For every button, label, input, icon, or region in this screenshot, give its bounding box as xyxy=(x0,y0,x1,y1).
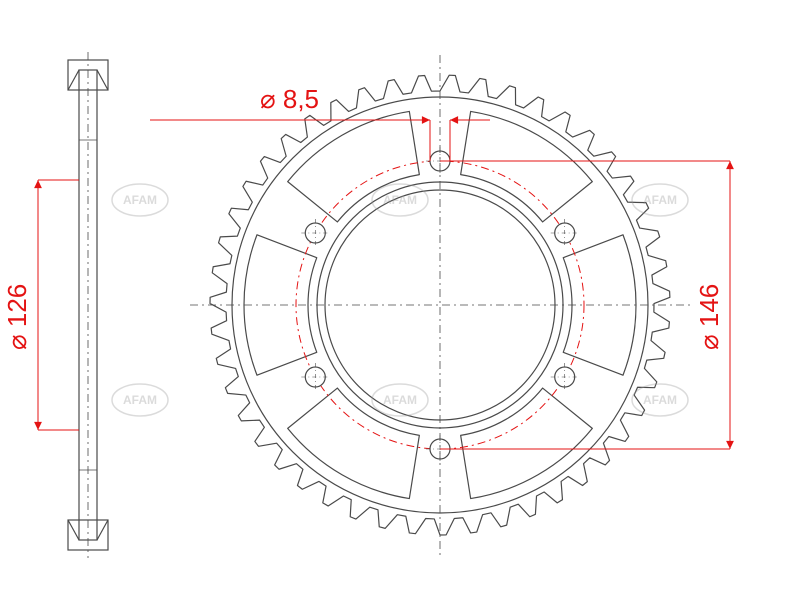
svg-text:AFAM: AFAM xyxy=(123,193,157,207)
watermark: AFAM xyxy=(632,384,688,416)
watermark: AFAM xyxy=(112,384,168,416)
diagram-svg: ⌀ 8,5 ⌀ 146 ⌀ 126 AFAM AFAM AFAM AFAM AFAM AFAM xyxy=(0,0,800,605)
watermark: AFAM xyxy=(372,384,428,416)
svg-text:AFAM: AFAM xyxy=(643,193,677,207)
sprocket-side-view xyxy=(68,52,108,558)
sprocket-front-view xyxy=(190,55,690,555)
svg-text:AFAM: AFAM xyxy=(123,393,157,407)
dim-d126-label: ⌀ 126 xyxy=(2,284,32,350)
watermarks: AFAM AFAM AFAM AFAM AFAM AFAM xyxy=(112,184,688,416)
svg-text:AFAM: AFAM xyxy=(643,393,677,407)
dim-d85-label: ⌀ 8,5 xyxy=(260,84,319,114)
diagram-stage: ⌀ 8,5 ⌀ 146 ⌀ 126 AFAM AFAM AFAM AFAM AFAM AFAM xyxy=(0,0,800,605)
watermark: AFAM xyxy=(112,184,168,216)
dim-d146-label: ⌀ 146 xyxy=(694,284,724,350)
watermark: AFAM xyxy=(632,184,688,216)
svg-text:AFAM: AFAM xyxy=(383,193,417,207)
svg-text:AFAM: AFAM xyxy=(383,393,417,407)
